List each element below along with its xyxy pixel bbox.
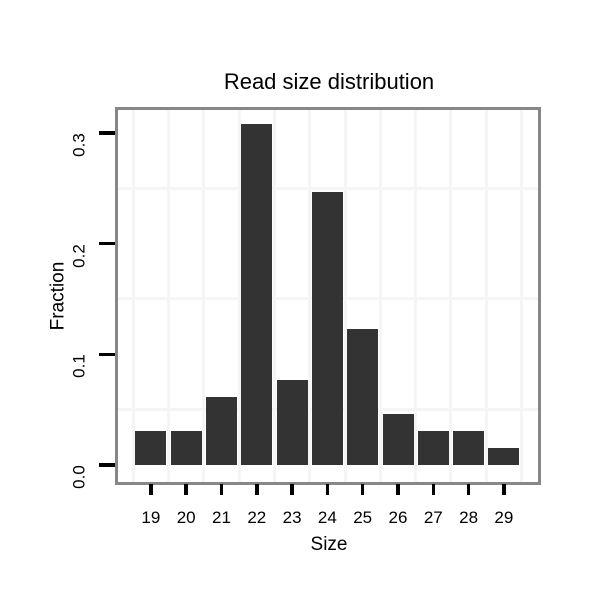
bar-size-24: [311, 192, 343, 465]
x-tick-mark: [290, 484, 294, 495]
x-tick-label: 29: [494, 508, 514, 527]
plot-panel: [115, 107, 541, 485]
vertical-gridline: [343, 110, 347, 482]
vertical-gridline: [484, 110, 488, 482]
x-tick-label: 26: [388, 508, 408, 527]
vertical-gridline: [131, 110, 135, 482]
vertical-gridline: [414, 110, 418, 482]
x-tick-label: 23: [282, 508, 302, 527]
bar-size-23: [276, 379, 308, 465]
bar-size-25: [347, 328, 379, 465]
bar-size-19: [135, 430, 167, 465]
x-tick-label: 21: [212, 508, 231, 527]
vertical-gridline: [378, 110, 382, 482]
y-tick-label: 0.0: [69, 465, 89, 489]
x-tick-mark: [396, 484, 400, 495]
y-tick-label: 0.1: [69, 354, 89, 379]
y-tick-label: 0.2: [69, 243, 89, 268]
y-tick-label: 0.3: [69, 133, 89, 157]
x-tick-mark: [149, 484, 153, 495]
y-tick-mark: [99, 352, 115, 357]
bar-size-28: [453, 430, 485, 465]
bar-size-20: [170, 430, 202, 465]
vertical-gridline: [237, 110, 241, 482]
bar-size-29: [488, 447, 520, 465]
vertical-gridline: [308, 110, 312, 482]
horizontal-gridline: [118, 186, 538, 190]
y-tick-mark: [99, 463, 115, 467]
x-tick-label: 24: [317, 508, 337, 527]
x-tick-label: 19: [141, 508, 161, 527]
y-tick-mark: [99, 241, 115, 246]
vertical-gridline: [202, 110, 206, 482]
bar-size-21: [206, 396, 237, 465]
bar-size-22: [241, 124, 273, 465]
vertical-gridline: [520, 110, 524, 482]
y-axis-title: Fraction: [47, 261, 69, 331]
bar-size-27: [417, 430, 449, 465]
x-tick-label: 20: [176, 508, 196, 527]
x-tick-mark: [502, 484, 506, 495]
x-tick-mark: [255, 484, 259, 495]
x-tick-mark: [360, 484, 365, 495]
x-tick-mark: [431, 484, 436, 495]
bar-size-26: [382, 413, 414, 465]
x-tick-label: 27: [423, 508, 443, 527]
vertical-gridline: [272, 110, 276, 482]
x-tick-mark: [466, 484, 471, 495]
chart-title: Read size distribution: [223, 69, 435, 94]
vertical-gridline: [449, 110, 453, 482]
y-tick-mark: [99, 131, 115, 135]
x-tick-mark: [219, 484, 224, 495]
vertical-gridline: [167, 110, 171, 482]
x-tick-label: 25: [353, 508, 373, 527]
x-tick-label: 22: [247, 508, 267, 527]
x-tick-label: 28: [459, 508, 479, 527]
x-tick-mark: [184, 484, 188, 495]
x-tick-mark: [325, 484, 330, 495]
x-axis-title: Size: [310, 534, 348, 555]
